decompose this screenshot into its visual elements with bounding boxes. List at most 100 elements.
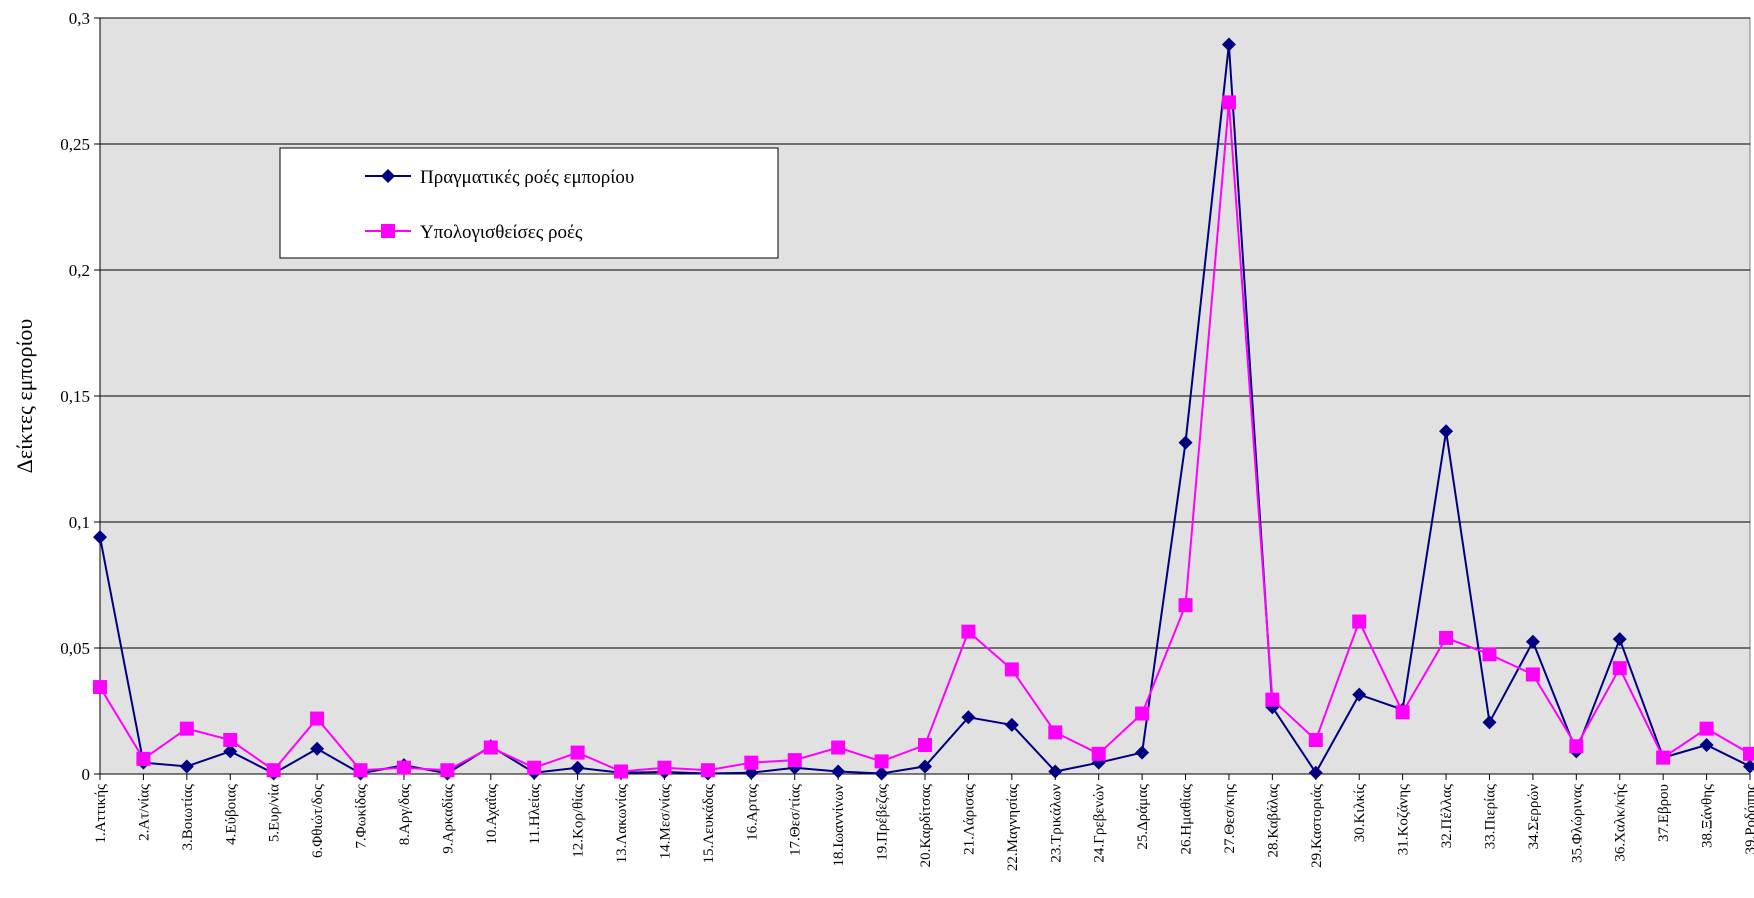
x-axis-ticks: 1.Αττικής 2.Ατ/νίας 3.Βοιωτίας 4.Εύβοιας 5.Ε… <box>93 774 1754 871</box>
data-point-square <box>657 760 672 775</box>
x-tick-label: 27.Θεσ/κης <box>1222 784 1238 854</box>
data-point-square <box>1699 721 1714 736</box>
data-point-square <box>136 751 151 766</box>
x-tick-label: 26.Ημαθίας <box>1179 784 1195 855</box>
x-tick-label: 7.Φωκίδας <box>354 784 370 849</box>
data-point-square <box>1656 750 1671 765</box>
y-axis-title: Δείκτες εμπορίου <box>12 319 37 474</box>
x-tick-label: 30.Κιλκίς <box>1352 784 1368 842</box>
data-point-square <box>1352 614 1367 629</box>
x-tick-label: 17.Θεσ/τίας <box>788 784 804 856</box>
legend-marker-diamond <box>381 169 395 183</box>
x-tick-label: 31.Κοζάνης <box>1396 784 1412 855</box>
y-tick-label: 0,2 <box>69 261 90 280</box>
data-point-diamond <box>1352 687 1367 702</box>
series-layer <box>93 37 1754 781</box>
data-point-square <box>1395 705 1410 720</box>
data-point-diamond <box>1699 738 1714 753</box>
y-tick-label: 0,25 <box>60 135 90 154</box>
x-tick-label: 35.Φλώρινας <box>1569 784 1585 863</box>
data-point-diamond <box>1135 745 1150 760</box>
data-point-square <box>179 721 194 736</box>
x-tick-label: 34.Σερρών <box>1526 784 1542 850</box>
x-tick-label: 33.Πιερίας <box>1482 784 1498 849</box>
x-tick-label: 21.Λάρισας <box>961 784 977 855</box>
data-point-square <box>1569 739 1584 754</box>
y-tick-label: 0,1 <box>69 513 90 532</box>
y-tick-label: 0,3 <box>69 9 90 28</box>
x-tick-label: 4.Εύβοιας <box>223 784 239 845</box>
y-axis-ticks: 0 0,05 0,1 0,15 0,2 0,25 0,3 <box>60 9 1750 784</box>
x-tick-label: 19.Πρέβεζας <box>875 784 891 861</box>
y-tick-label: 0,15 <box>60 387 90 406</box>
data-point-diamond <box>1439 424 1454 439</box>
data-point-square <box>570 745 585 760</box>
x-tick-label: 23.Τρικάλων <box>1048 784 1064 863</box>
data-point-square <box>266 763 281 778</box>
x-tick-label: 9.Αρκαδίας <box>440 784 456 854</box>
data-point-square <box>831 740 846 755</box>
x-tick-label: 1.Αττικής <box>93 784 109 844</box>
data-point-diamond <box>93 530 107 545</box>
data-point-diamond <box>874 766 889 781</box>
data-point-square <box>223 732 238 747</box>
x-tick-label: 20.Καρδίτσας <box>918 784 934 867</box>
legend-marker-square <box>381 224 395 238</box>
data-point-square <box>1091 746 1106 761</box>
data-point-square <box>353 763 368 778</box>
data-point-square <box>1308 732 1323 747</box>
x-tick-label: 16.Αρτας <box>744 784 760 841</box>
data-point-diamond <box>1482 715 1497 730</box>
data-point-diamond <box>961 710 976 725</box>
data-point-diamond <box>179 759 194 774</box>
x-tick-label: 18.Ιωαννίνων <box>831 784 847 867</box>
series-computed-flows <box>93 95 1754 779</box>
x-tick-label: 38.Ξάνθης <box>1700 784 1716 848</box>
data-point-diamond <box>831 764 846 779</box>
data-point-diamond <box>310 741 325 756</box>
data-point-square <box>527 760 542 775</box>
y-tick-label: 0 <box>82 765 91 784</box>
legend-box <box>279 147 779 259</box>
data-point-diamond <box>1743 759 1754 774</box>
data-point-diamond <box>1308 765 1323 780</box>
data-point-square <box>787 753 802 768</box>
data-point-square <box>1178 598 1193 613</box>
data-point-square <box>744 755 759 770</box>
x-tick-label: 25.Δράμας <box>1135 784 1151 850</box>
x-tick-label: 39.Ροδόπης <box>1743 784 1754 855</box>
data-point-diamond <box>1612 632 1627 647</box>
x-tick-label: 22.Μαγνησίας <box>1005 784 1021 871</box>
data-point-square <box>918 738 932 753</box>
legend: Πραγματικές ροές εμπορίου Υπολογισθείσες… <box>279 147 779 259</box>
x-tick-label: 14.Μεσ/νίας <box>657 784 673 859</box>
data-point-square <box>440 763 455 778</box>
x-tick-label: 29.Καστοριάς <box>1309 784 1325 868</box>
data-point-square <box>614 764 629 779</box>
data-point-diamond <box>1048 764 1063 779</box>
data-point-square <box>1221 95 1236 110</box>
data-point-diamond <box>1004 717 1019 732</box>
data-point-diamond <box>570 760 585 775</box>
data-point-square <box>1135 706 1150 721</box>
x-tick-label: 8.Αργ/δας <box>397 784 413 845</box>
data-point-square <box>1743 746 1754 761</box>
x-tick-label: 37.Εβρου <box>1656 784 1672 842</box>
data-point-square <box>1482 647 1497 662</box>
x-tick-label: 3.Βοιωτίας <box>180 784 196 851</box>
x-tick-label: 36.Χαλκ/κής <box>1613 784 1629 862</box>
data-point-square <box>1612 661 1627 676</box>
data-point-square <box>483 740 498 755</box>
x-tick-label: 11.Ηλείας <box>527 784 543 844</box>
data-point-diamond <box>1221 37 1236 52</box>
data-point-diamond <box>918 759 932 774</box>
legend-label-computed: Υπολογισθείσες ροές <box>420 222 583 243</box>
x-tick-label: 10.Αχαΐας <box>484 784 500 845</box>
data-point-square <box>1265 692 1280 707</box>
x-tick-label: 13.Λακωνίας <box>614 784 630 863</box>
y-tick-label: 0,05 <box>60 639 90 658</box>
data-point-square <box>1439 630 1454 645</box>
data-point-square <box>1004 662 1019 677</box>
x-tick-label: 5.Ευρ/νία <box>267 784 283 842</box>
